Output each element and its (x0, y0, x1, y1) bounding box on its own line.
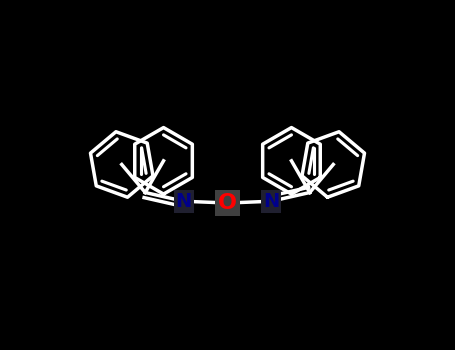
Text: N: N (176, 192, 192, 211)
Text: O: O (218, 193, 237, 213)
Text: N: N (263, 192, 279, 211)
